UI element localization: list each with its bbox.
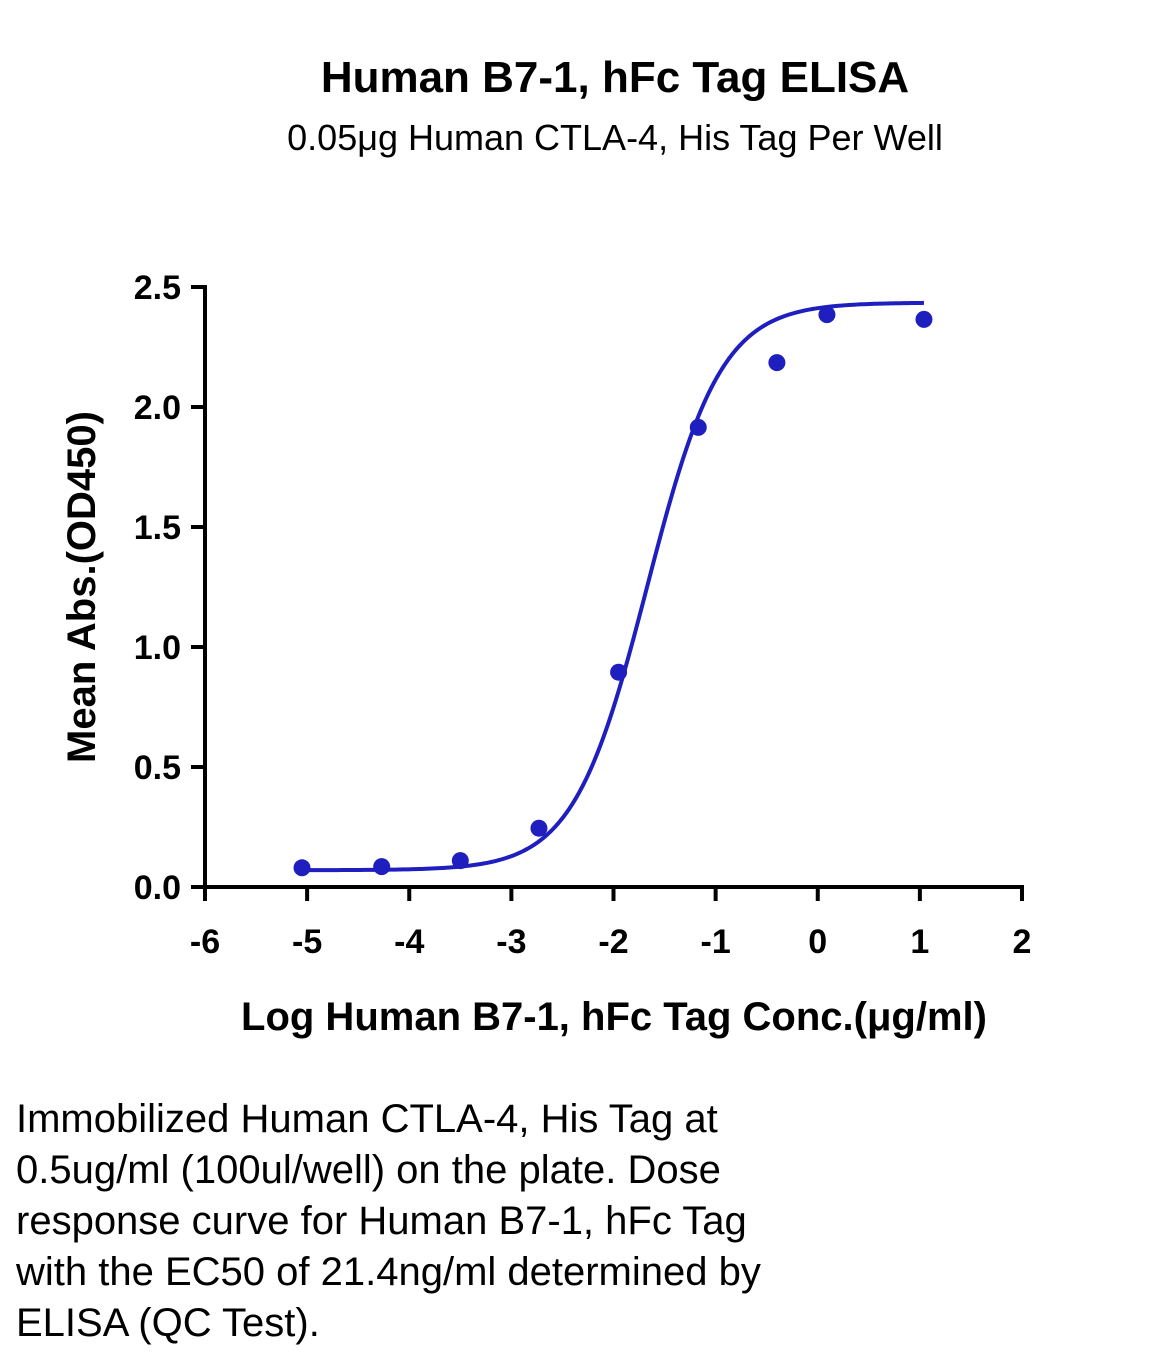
caption-line: response curve for Human B7-1, hFc Tag	[16, 1199, 747, 1243]
y-tick-label: 1.5	[134, 509, 181, 547]
caption-line: Immobilized Human CTLA-4, His Tag at	[16, 1097, 718, 1141]
caption-line: with the EC50 of 21.4ng/ml determined by	[16, 1250, 761, 1294]
y-tick-label: 2.0	[134, 389, 181, 427]
data-points-layer	[293, 306, 933, 877]
y-axis-label: Mean Abs.(OD450)	[60, 411, 104, 763]
axis-ticks: -6 -5 -4 -3 -2 -1 0 1 2 0.0 0.5 1.0 1.5 2.0 2.5	[134, 269, 1032, 961]
data-point	[818, 306, 836, 324]
data-point	[915, 310, 933, 328]
x-tick-label: -3	[496, 923, 526, 961]
figure-caption: Immobilized Human CTLA-4, His Tag at 0.5…	[16, 1094, 1136, 1349]
y-tick-label: 0.5	[134, 749, 181, 787]
x-axis-label: Log Human B7-1, hFc Tag Conc.(μg/ml)	[241, 995, 987, 1039]
x-tick-label: -2	[598, 923, 628, 961]
caption-line: 0.5ug/ml (100ul/well) on the plate. Dose	[16, 1148, 721, 1192]
data-point	[689, 418, 707, 436]
fit-curve-layer	[302, 300, 924, 873]
x-tick-label: -6	[190, 923, 220, 961]
data-point	[768, 354, 786, 372]
y-tick-label: 1.0	[134, 629, 181, 667]
x-tick-label: -4	[394, 923, 424, 961]
caption-line: ELISA (QC Test).	[16, 1301, 320, 1345]
data-point	[610, 663, 628, 681]
axes	[203, 285, 1024, 889]
data-point	[373, 858, 391, 876]
x-tick-label: 0	[808, 923, 827, 961]
data-point	[530, 819, 548, 837]
y-tick-label: 2.5	[134, 269, 181, 307]
chart-title: Human B7-1, hFc Tag ELISA	[320, 53, 910, 102]
x-tick-label: -5	[292, 923, 322, 961]
x-tick-label: 1	[910, 923, 929, 961]
x-tick-label: 2	[1013, 923, 1032, 961]
fit-curve	[302, 300, 924, 873]
y-tick-label: 0.0	[134, 869, 181, 907]
data-point	[293, 859, 311, 877]
data-point	[451, 852, 469, 870]
chart-subtitle: 0.05μg Human CTLA-4, His Tag Per Well	[287, 117, 943, 158]
elisa-dose-response-chart: -6 -5 -4 -3 -2 -1 0 1 2 0.0 0.5 1.0 1.5 2.0 2.5 Log Hu…	[60, 269, 1032, 1039]
x-tick-label: -1	[701, 923, 731, 961]
